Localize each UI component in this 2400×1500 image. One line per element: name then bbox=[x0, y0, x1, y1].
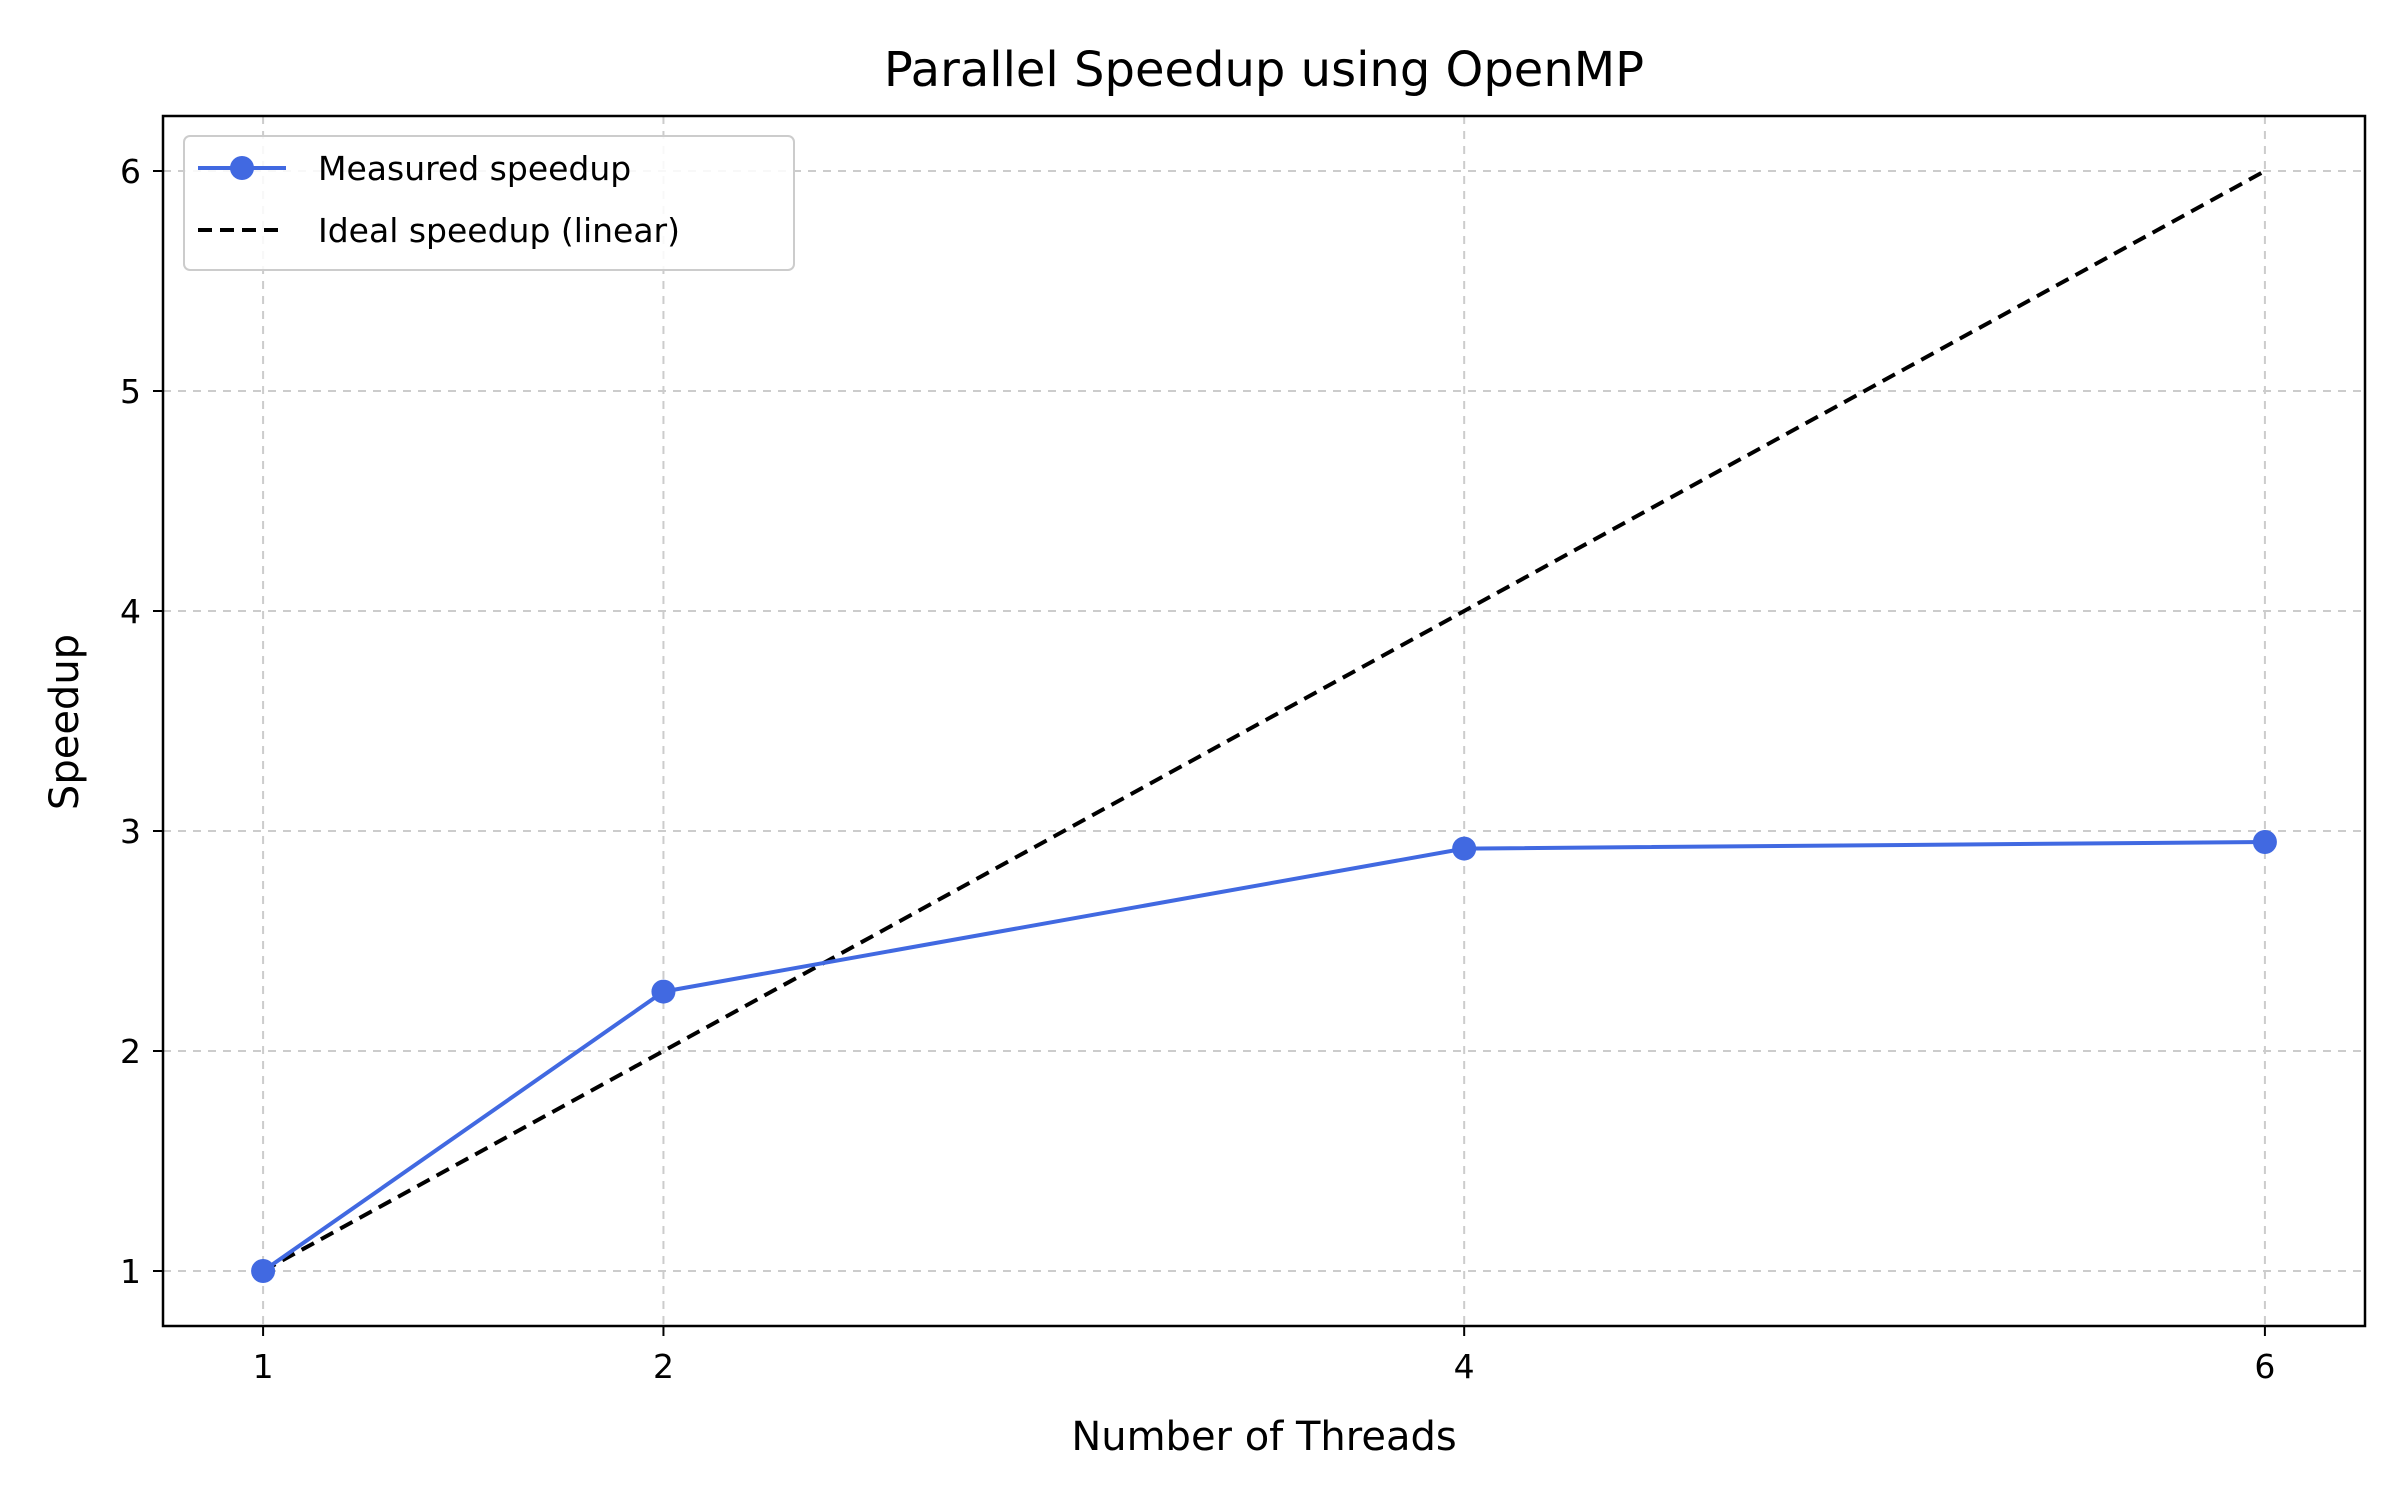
measured-speedup-point bbox=[651, 979, 676, 1004]
grid bbox=[163, 116, 2365, 1326]
y-axis-ticks: 1 2 3 4 5 6 bbox=[120, 152, 163, 1291]
x-axis-ticks: 1 2 4 6 bbox=[253, 1326, 2275, 1386]
measured-speedup-point bbox=[251, 1259, 276, 1283]
x-tick-label: 1 bbox=[253, 1347, 274, 1386]
legend: Measured speedup Ideal speedup (linear) bbox=[183, 135, 795, 271]
y-tick-label: 2 bbox=[120, 1032, 141, 1071]
legend-ideal-label: Ideal speedup (linear) bbox=[318, 211, 680, 250]
x-tick-label: 6 bbox=[2254, 1347, 2275, 1386]
legend-box bbox=[183, 135, 795, 271]
measured-speedup-point bbox=[1452, 836, 1477, 861]
x-tick-label: 2 bbox=[653, 1347, 674, 1386]
y-axis-label: Speedup bbox=[42, 634, 88, 810]
y-tick-label: 3 bbox=[120, 812, 141, 851]
plot-series bbox=[251, 169, 2277, 1283]
y-tick-label: 6 bbox=[120, 152, 141, 191]
legend-measured-label: Measured speedup bbox=[318, 149, 631, 188]
ideal-speedup-line bbox=[262, 169, 2266, 1273]
x-tick-label: 4 bbox=[1454, 1347, 1475, 1386]
y-tick-label: 1 bbox=[120, 1252, 141, 1291]
measured-speedup-point bbox=[2252, 830, 2277, 854]
legend-measured-marker bbox=[230, 156, 254, 180]
plot-frame bbox=[161, 114, 2367, 1328]
measured-speedup-line bbox=[261, 840, 2265, 1273]
chart-title: Parallel Speedup using OpenMP bbox=[884, 42, 1644, 98]
y-tick-label: 4 bbox=[120, 592, 141, 631]
y-tick-label: 5 bbox=[120, 372, 141, 411]
x-axis-label: Number of Threads bbox=[1071, 1414, 1456, 1460]
